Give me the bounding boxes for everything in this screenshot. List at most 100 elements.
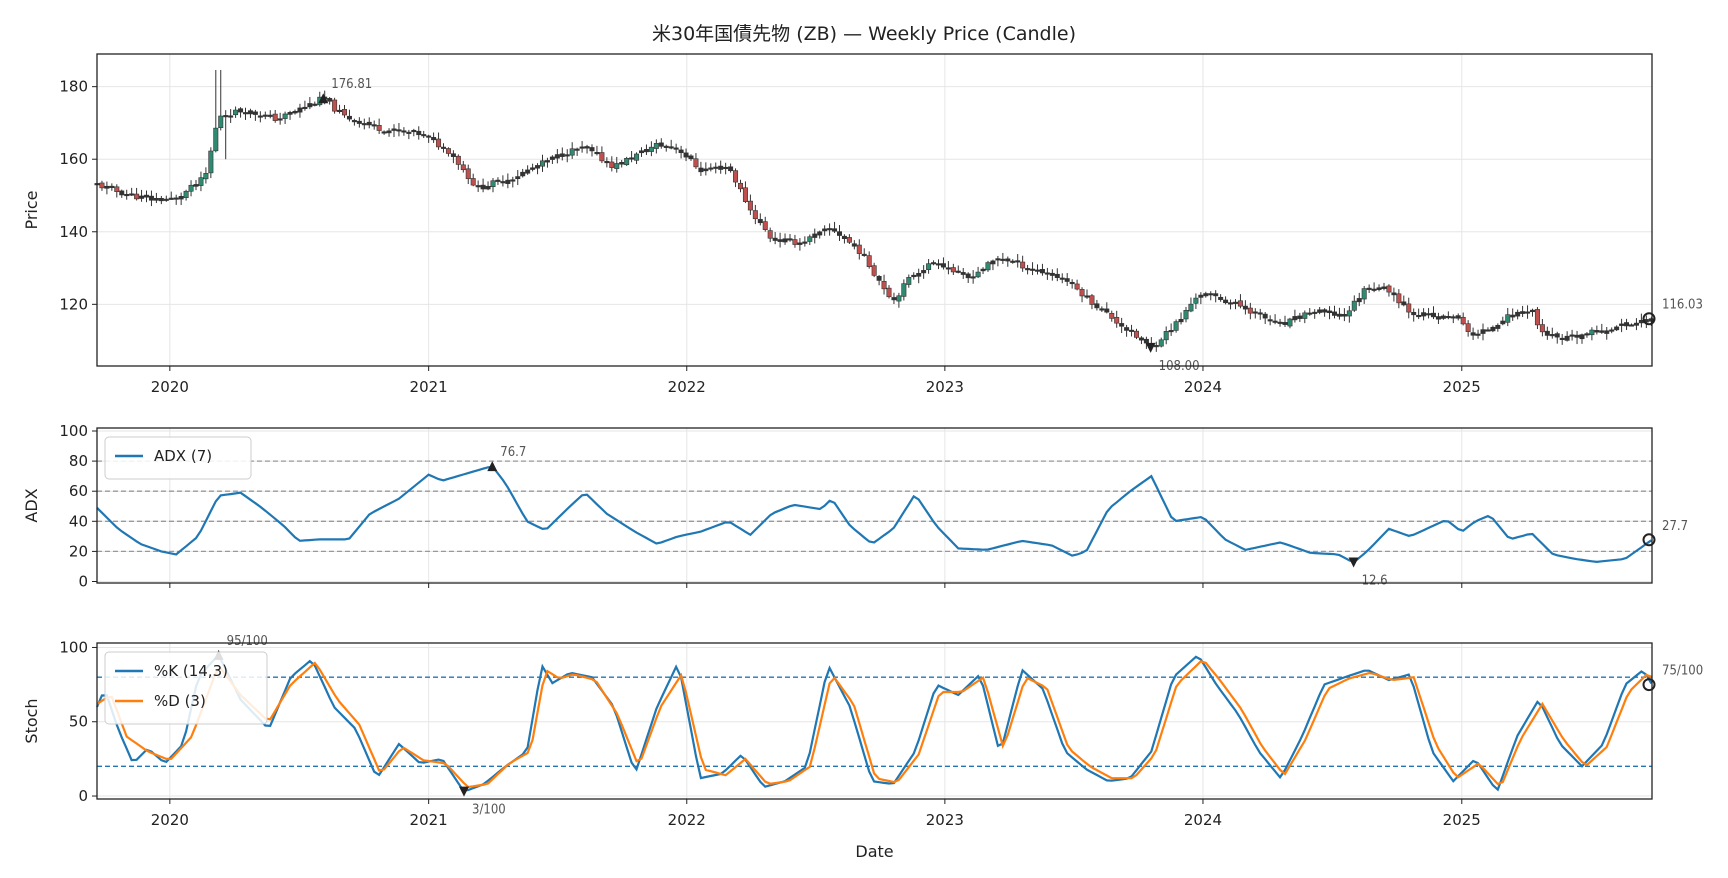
candle-body	[1604, 330, 1610, 334]
y-tick-label: 20	[69, 542, 88, 560]
last-label: 75/100	[1662, 664, 1703, 679]
candle-body	[569, 148, 575, 156]
candle-body	[802, 241, 808, 244]
candle-body	[1505, 314, 1511, 323]
candle-body	[1416, 314, 1422, 318]
candle-body	[1138, 337, 1144, 341]
candle-body	[178, 196, 184, 200]
candle-body	[1341, 314, 1347, 317]
candle-body	[535, 165, 541, 169]
max-label: 176.81	[331, 77, 372, 92]
candle-body	[485, 185, 491, 190]
candle-body	[1089, 295, 1095, 305]
candle-body	[1475, 333, 1481, 336]
candle-body	[980, 268, 986, 272]
candle-body	[1158, 339, 1164, 347]
candle-body	[1307, 312, 1313, 315]
candle-body	[1614, 326, 1620, 331]
candle-body	[807, 236, 813, 242]
candle-body	[1079, 289, 1085, 297]
candle-body	[762, 221, 768, 230]
candle-body	[624, 158, 630, 166]
candle-body	[1193, 297, 1199, 304]
candle-body	[668, 146, 674, 149]
candle-body	[911, 274, 917, 278]
candle-body	[896, 295, 902, 302]
candle-body	[525, 169, 531, 174]
last-marker	[1642, 312, 1656, 326]
candle-body	[505, 179, 511, 184]
candle-body	[1331, 311, 1337, 316]
candle-body	[747, 200, 753, 211]
candle-body	[1619, 323, 1625, 326]
candle-body	[233, 109, 239, 116]
y-tick-label: 80	[69, 452, 88, 470]
candle-body	[1322, 309, 1328, 313]
candle-body	[866, 255, 872, 267]
candle-body	[257, 115, 263, 118]
candle-body	[1133, 330, 1139, 338]
last-marker	[1642, 533, 1656, 547]
candle-body	[703, 168, 709, 172]
candle-body	[262, 114, 268, 117]
candle-body	[148, 195, 154, 201]
candle-body	[500, 181, 506, 184]
candle-body	[876, 275, 882, 281]
candle-body	[356, 120, 362, 124]
y-tick-label: 0	[78, 787, 88, 805]
candle-body	[1386, 285, 1392, 293]
candle-body	[351, 120, 357, 123]
candle-body	[564, 154, 570, 157]
candle-body	[406, 131, 412, 134]
candle-body	[1421, 312, 1427, 317]
candle-body	[846, 237, 852, 243]
candle-body	[99, 182, 105, 189]
candle-body	[396, 129, 402, 132]
legend: %K (14,3) %D (3)	[104, 651, 268, 725]
candle-body	[431, 137, 437, 141]
candle-body	[1624, 322, 1630, 327]
x-axis-label: Date	[855, 842, 893, 861]
candle-body	[282, 113, 288, 119]
candle-body	[698, 167, 704, 173]
candle-body	[129, 193, 135, 196]
candle-body	[153, 198, 159, 201]
candle-body	[1599, 330, 1605, 333]
candle-body	[1327, 310, 1333, 314]
candle-body	[693, 158, 699, 168]
candle-body	[713, 166, 719, 169]
candle-body	[163, 198, 169, 201]
x-tick-label: 2022	[668, 378, 706, 396]
candle-body	[1025, 268, 1031, 271]
candle-body	[346, 115, 352, 120]
candle-body	[861, 253, 867, 256]
candle-body	[619, 161, 625, 165]
candle-body	[1198, 294, 1204, 298]
candle-body	[1163, 331, 1169, 341]
candle-body	[1450, 316, 1456, 319]
min-marker	[459, 786, 470, 797]
candle-body	[638, 150, 644, 154]
candle-body	[1213, 293, 1219, 297]
x-tick-label: 2020	[151, 378, 189, 396]
candle-body	[1589, 329, 1595, 336]
candle-body	[604, 161, 610, 164]
legend-label: %D (3)	[154, 692, 206, 710]
candle-body	[648, 146, 654, 152]
candle-body	[1124, 327, 1130, 331]
candle-body	[193, 184, 199, 187]
candle-body	[1039, 269, 1045, 274]
y-tick-label: 0	[78, 572, 88, 590]
candle-body	[1485, 329, 1491, 332]
candle-body	[1381, 286, 1387, 289]
last-label: 27.7	[1662, 519, 1688, 534]
candle-body	[574, 148, 580, 151]
last-label: 116.03	[1662, 298, 1703, 313]
candle-body	[589, 147, 595, 152]
candle-body	[292, 110, 298, 114]
y-tick-label: 120	[59, 295, 88, 313]
candle-body	[1208, 293, 1214, 296]
candle-body	[1257, 312, 1263, 315]
candle-body	[1277, 321, 1283, 324]
